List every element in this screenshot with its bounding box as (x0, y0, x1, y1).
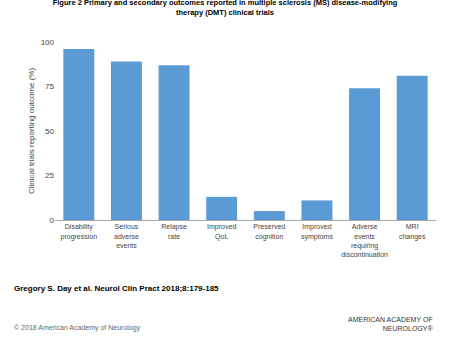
svg-text:25: 25 (45, 171, 54, 180)
svg-text:© 2018 American Academy of Neu: © 2018 American Academy of Neurology (14, 324, 141, 332)
svg-text:Clinical trials reporting outc: Clinical trials reporting outcome (%) (27, 68, 36, 195)
svg-text:Relapserate: Relapserate (161, 223, 187, 239)
svg-text:Figure 2 Primary and secondary: Figure 2 Primary and secondary outcomes … (53, 0, 398, 17)
svg-text:50: 50 (45, 127, 54, 136)
svg-text:75: 75 (45, 82, 54, 91)
svg-text:Seriousadverseevents: Seriousadverseevents (114, 223, 139, 248)
svg-text:AMERICAN ACADEMY OFNEUROLOGY®: AMERICAN ACADEMY OFNEUROLOGY® (348, 316, 434, 332)
svg-text:Gregory S. Day et al. Neurol C: Gregory S. Day et al. Neurol Clin Pract … (14, 284, 219, 293)
svg-text:Adverseeventsrequiringdisconti: Adverseeventsrequiringdiscontinuation (341, 223, 388, 257)
svg-text:MRIchanges: MRIchanges (399, 223, 426, 240)
svg-text:0: 0 (50, 216, 55, 225)
svg-text:100: 100 (41, 38, 55, 47)
svg-text:Disabilityprogression: Disabilityprogression (61, 223, 98, 240)
svg-text:Improvedsymptoms: Improvedsymptoms (301, 223, 333, 240)
svg-text:ImprovedQoL: ImprovedQoL (207, 223, 236, 240)
svg-text:Preservedcognition: Preservedcognition (253, 223, 285, 240)
